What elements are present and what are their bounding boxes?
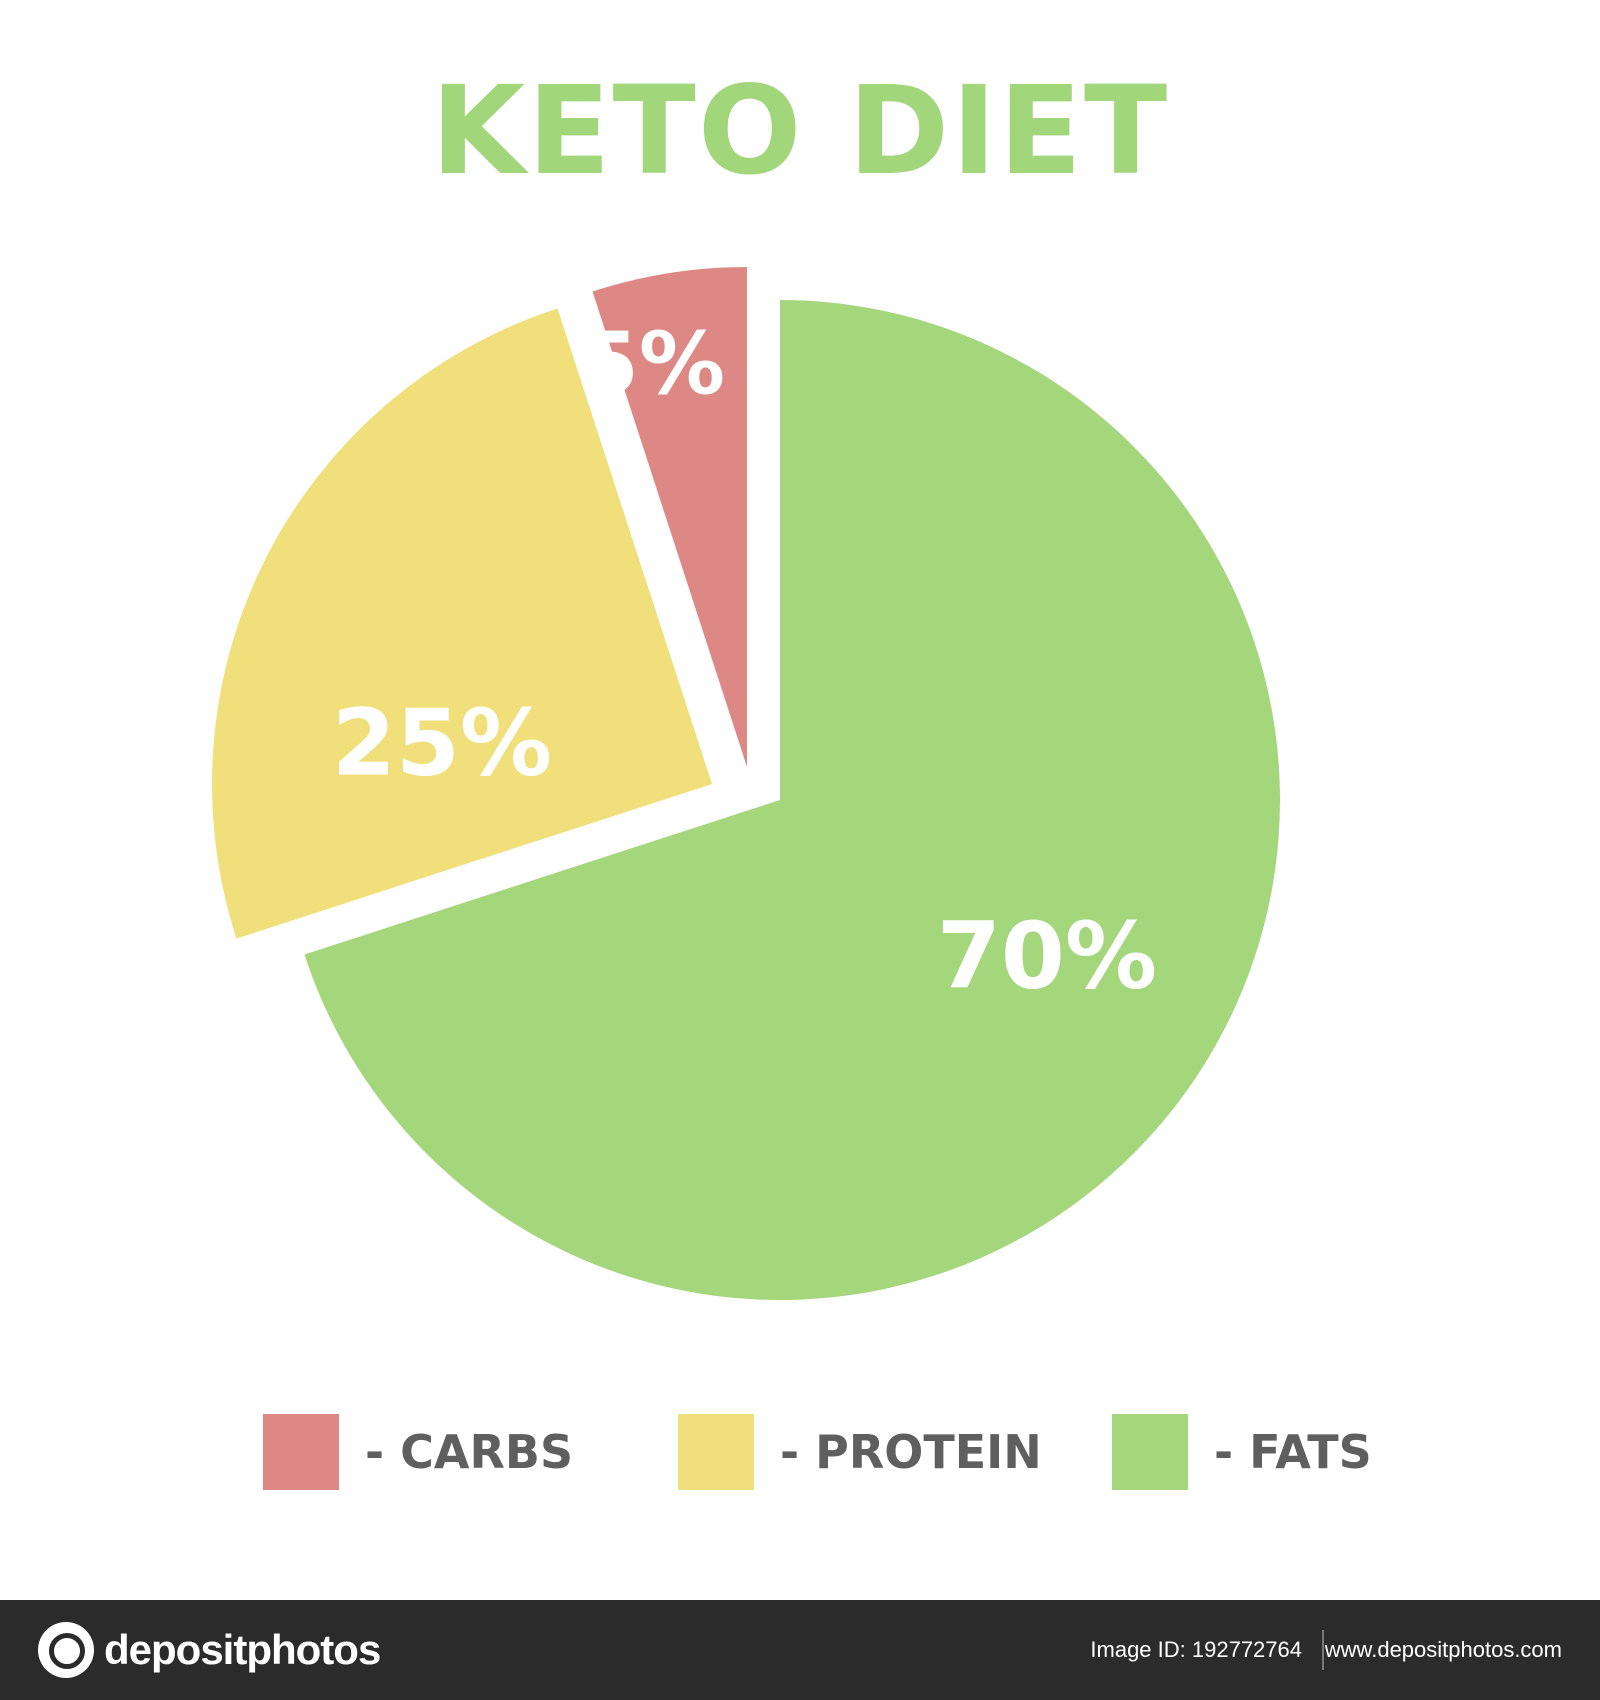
slice-label-protein: 25% <box>332 689 552 796</box>
legend-label-fats: - FATS <box>1214 1425 1372 1479</box>
legend-item-carbs: - CARBS <box>263 1414 573 1490</box>
image-id: Image ID: 192772764 <box>1090 1637 1302 1662</box>
legend-swatch-fats <box>1112 1414 1188 1490</box>
pie-chart: KETO DIET 5% 25% 70% - CARBS - PROTEIN - F… <box>0 60 1600 1490</box>
pie-plot: 5% 25% 70% <box>211 267 1281 1300</box>
footer-logo[interactable]: depositphotos <box>38 1620 381 1680</box>
slice-label-carbs: 5% <box>579 314 725 414</box>
legend-label-carbs: - CARBS <box>365 1425 574 1479</box>
legend-item-fats: - FATS <box>1112 1414 1372 1490</box>
camera-logo-icon <box>38 1622 94 1678</box>
footer-bar: depositphotos Image ID: 192772764 www.de… <box>0 1600 1600 1700</box>
legend: - CARBS - PROTEIN - FATS <box>0 1414 1600 1490</box>
pie-slice-carbs <box>592 267 747 767</box>
slice-label-fats: 70% <box>937 902 1157 1009</box>
pie-slice-protein <box>211 308 712 939</box>
footer-divider <box>1322 1630 1324 1670</box>
footer-url[interactable]: www.depositphotos.com <box>1324 1637 1562 1662</box>
chart-title: KETO DIET <box>430 60 1170 202</box>
legend-swatch-protein <box>678 1414 754 1490</box>
legend-item-protein: - PROTEIN <box>678 1414 1042 1490</box>
pie-slice-fats <box>304 300 1281 1300</box>
legend-label-protein: - PROTEIN <box>780 1425 1042 1479</box>
logo-wordmark: depositphotos <box>104 1626 381 1673</box>
legend-swatch-carbs <box>263 1414 339 1490</box>
